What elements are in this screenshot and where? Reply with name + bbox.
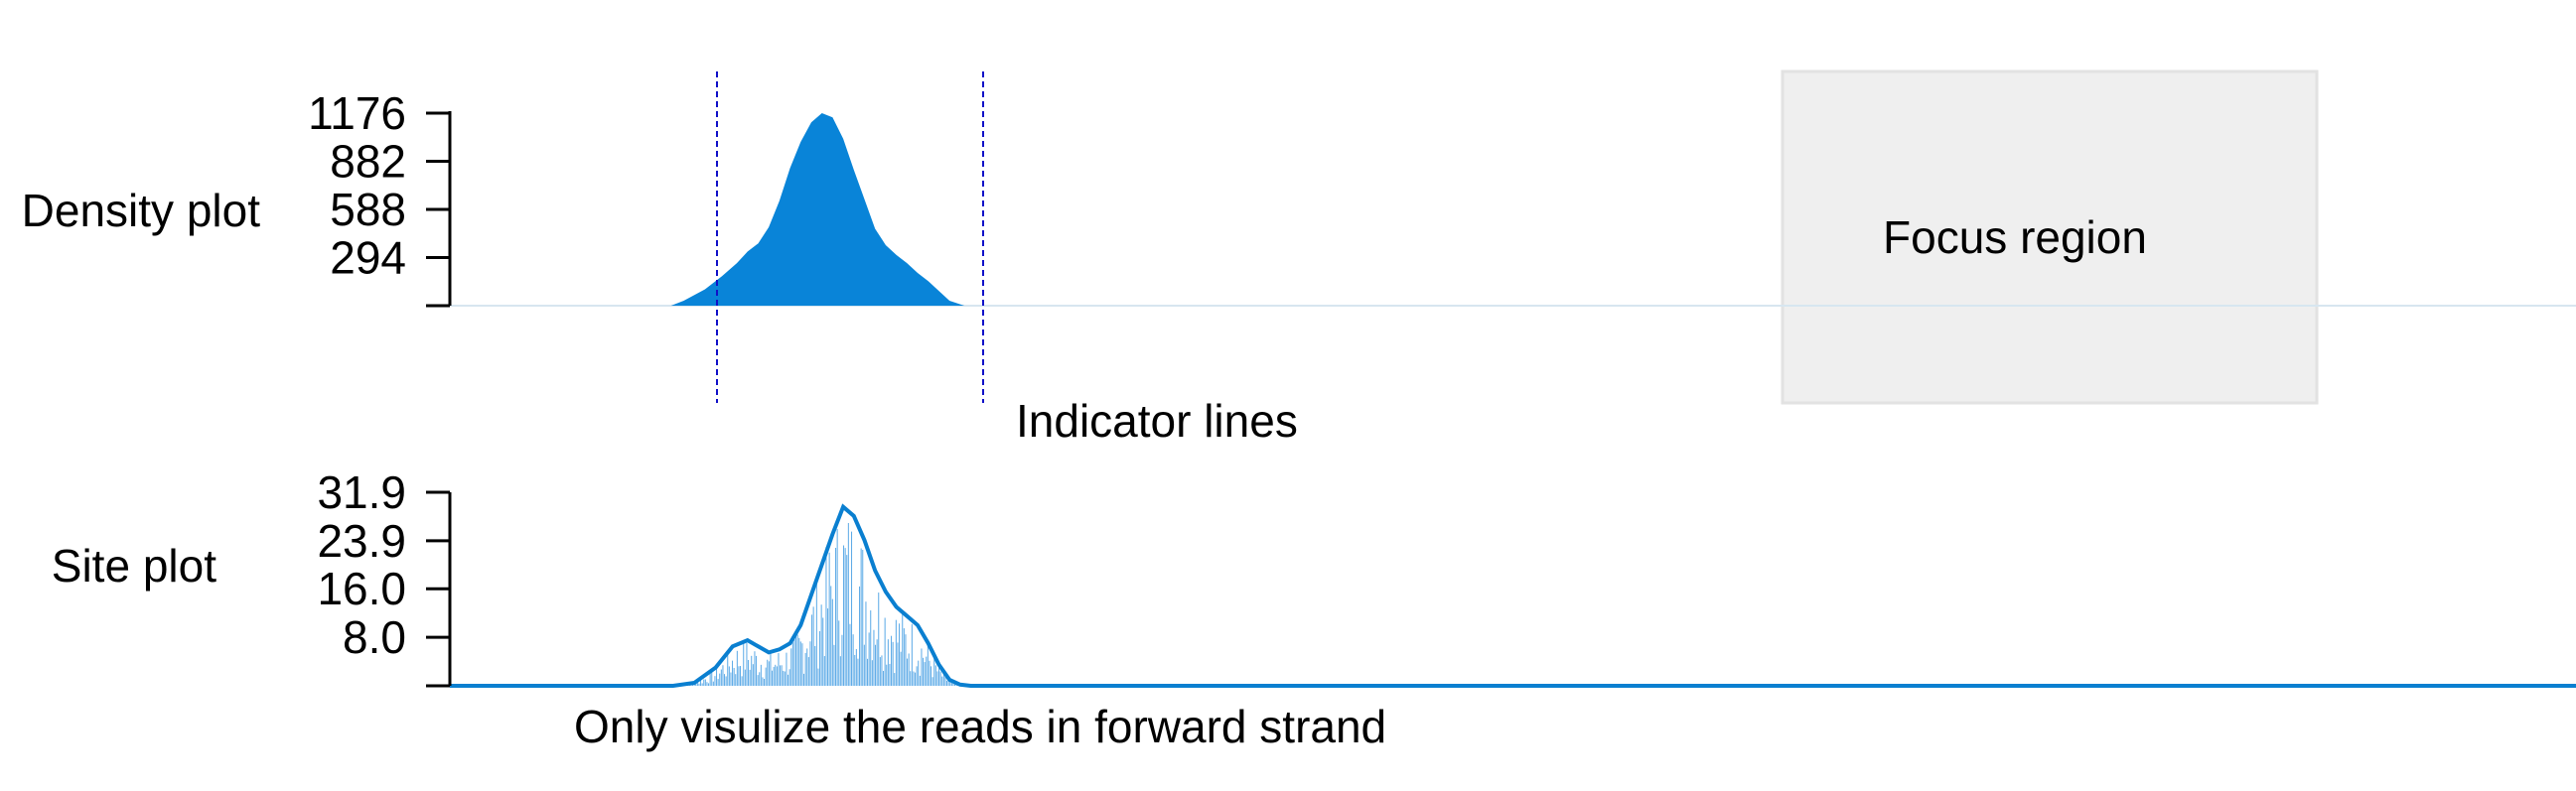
site-read-bars [674, 523, 970, 686]
focus-region-label: Focus region [1883, 211, 2147, 263]
density-tick-label-3: 882 [330, 136, 406, 188]
site-ylabel: Site plot [52, 540, 216, 592]
site-tick-label-1: 8.0 [343, 611, 406, 663]
site-line [450, 503, 2576, 688]
site-panel: Site plot 8.016.023.931.9 [52, 466, 2576, 688]
density-tick-label-4: 1176 [308, 87, 406, 139]
focus-region-box [1781, 69, 2319, 405]
indicator-lines-label: Indicator lines [1016, 395, 1298, 447]
strand-note: Only visulize the reads in forward stran… [574, 701, 1386, 752]
site-tick-label-3: 23.9 [317, 515, 406, 567]
density-area [670, 113, 965, 306]
site-tick-label-2: 16.0 [317, 563, 406, 614]
density-tick-label-1: 294 [330, 232, 406, 284]
density-ylabel: Density plot [22, 185, 261, 236]
site-ticks: 8.016.023.931.9 [317, 466, 450, 688]
density-tick-label-2: 588 [330, 184, 406, 235]
site-tick-label-4: 31.9 [317, 466, 406, 518]
